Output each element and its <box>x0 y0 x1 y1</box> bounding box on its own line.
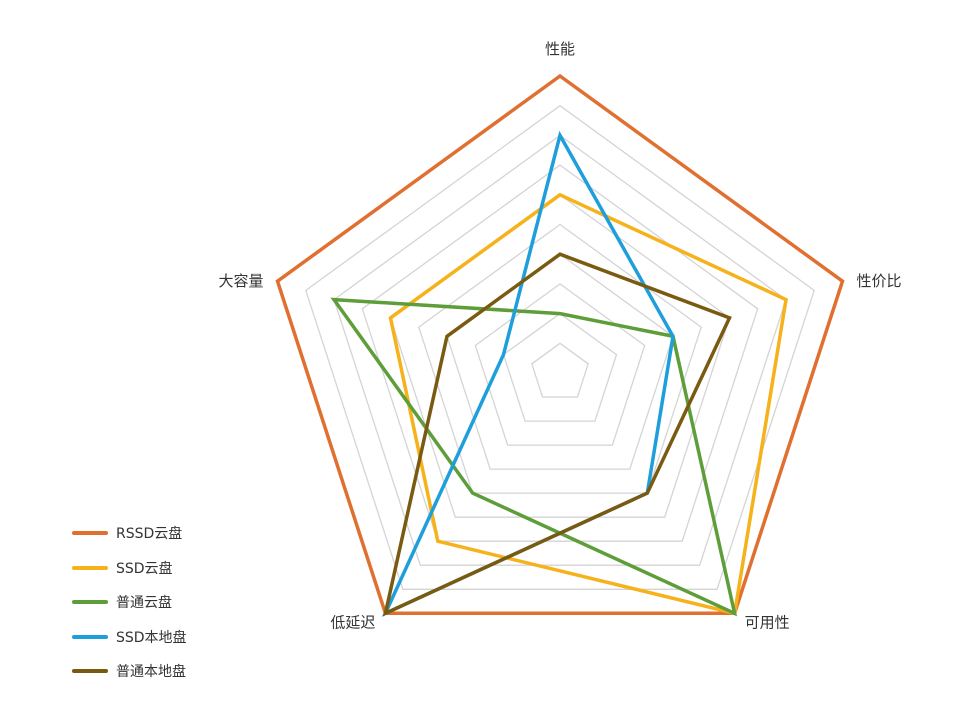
legend-label: SSD本地盘 <box>116 629 187 646</box>
series-line-1 <box>275 73 845 616</box>
legend: RSSD云盘 SSD云盘普通云盘 SSD本地盘 普通本地盘 <box>72 516 187 689</box>
legend-item-5: 普通本地盘 <box>72 654 187 689</box>
legend-item-3: 普通云盘 <box>72 585 187 620</box>
legend-swatch <box>72 531 108 536</box>
legend-swatch <box>72 565 108 570</box>
radar-series <box>275 73 845 617</box>
legend-label: 普通本地盘 <box>116 664 186 681</box>
legend-item-1: RSSD云盘 <box>72 516 187 551</box>
grid-ring <box>531 342 589 398</box>
grid-ring <box>418 223 702 494</box>
series-line-3 <box>330 297 738 617</box>
grid-ring <box>502 312 618 422</box>
series-line-2 <box>388 192 788 616</box>
axis-label-4: 低延迟 <box>330 613 375 631</box>
grid-ring <box>305 104 815 590</box>
legend-label: 普通云盘 <box>116 595 172 612</box>
grid-ring <box>474 283 646 446</box>
legend-swatch <box>72 669 108 674</box>
legend-swatch <box>72 634 108 639</box>
legend-item-2: SSD云盘 <box>72 551 187 586</box>
legend-item-4: SSD本地盘 <box>72 620 187 655</box>
series-line-5 <box>382 252 732 617</box>
axis-label-3: 可用性 <box>745 613 790 631</box>
legend-label: RSSD云盘 <box>116 526 183 543</box>
axis-label-5: 大容量 <box>218 272 263 290</box>
grid-ring <box>361 164 759 542</box>
legend-label: SSD云盘 <box>116 560 173 577</box>
grid-ring <box>333 134 787 566</box>
legend-swatch <box>72 600 108 605</box>
axis-label-1: 性能 <box>545 40 575 58</box>
axis-label-2: 性价比 <box>857 272 902 290</box>
